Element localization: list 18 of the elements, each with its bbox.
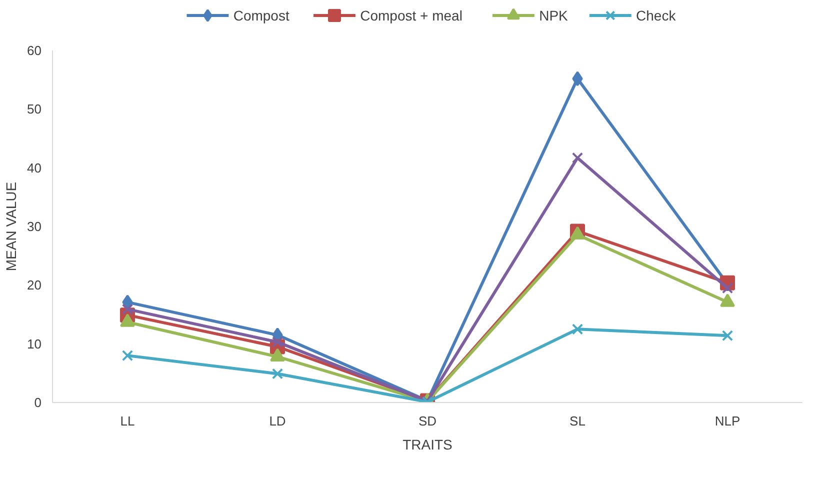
x-tick-label: SD: [418, 414, 437, 428]
legend-label: Compost: [233, 8, 290, 24]
y-tick-label: 30: [27, 219, 42, 234]
y-tick-label: 40: [27, 160, 42, 176]
y-tick-label: 50: [27, 102, 42, 117]
legend-label: Compost + meal: [360, 8, 462, 24]
y-tick-label: 10: [27, 336, 42, 352]
x-tick-label: LL: [120, 414, 135, 428]
legend-label: Check: [636, 8, 677, 24]
x-axis-title: TRAITS: [402, 436, 452, 452]
y-tick-label: 20: [27, 278, 42, 293]
y-axis-title: MEAN VALUE: [3, 182, 20, 272]
y-tick-label: 60: [27, 43, 42, 58]
y-tick-label: 0: [34, 395, 42, 410]
x-tick-label: SL: [570, 414, 586, 428]
legend-label: NPK: [539, 8, 569, 24]
x-tick-label: NLP: [714, 414, 740, 428]
x-tick-label: LD: [269, 414, 286, 428]
